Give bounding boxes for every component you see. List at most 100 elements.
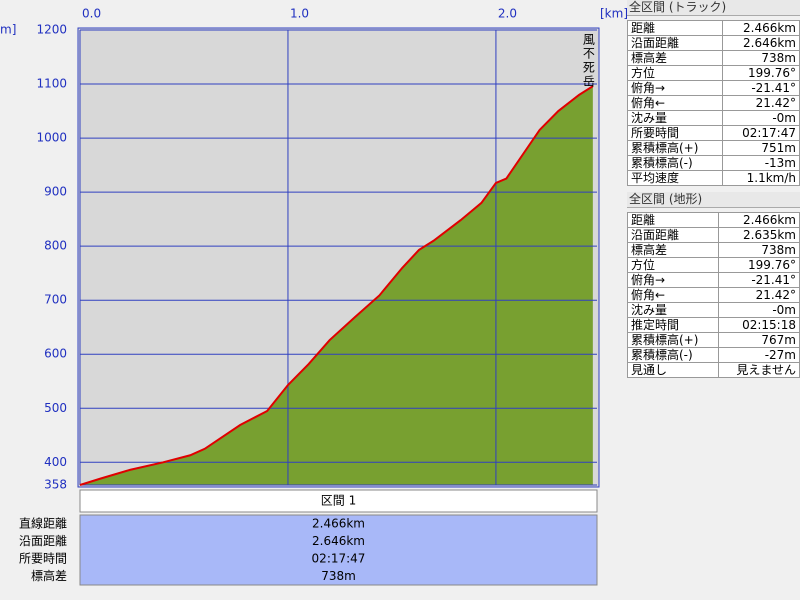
label: 推定時間 (627, 317, 719, 333)
value: 738m (717, 242, 800, 258)
row: 見通し 見えません (627, 362, 800, 378)
track-line (79, 85, 594, 486)
value: 751m (721, 140, 800, 156)
value: 738m (721, 50, 800, 66)
row: 俯角← 21.42° (627, 287, 800, 303)
y-tick-label: 500 (44, 401, 67, 415)
peak-label: 死 (583, 61, 595, 75)
summary-table: 距離 2.466km 沿面距離 2.646km 標高差 738m 方位 199.76° 俯角→ -… (627, 20, 800, 186)
y-tick-label: 1200 (36, 23, 67, 37)
label: 俯角← (627, 287, 719, 303)
row: 距離 2.466km (627, 20, 800, 36)
y-tick-label: 358 (44, 478, 67, 492)
row: 俯角→ -21.41° (627, 80, 800, 96)
row-label: 直線距離 (19, 516, 67, 531)
label: 沈み量 (627, 110, 723, 126)
terrain-summary: 全区間 (地形) 距離 2.466km 沿面距離 2.635km 標高差 738m 方位 19… (627, 192, 800, 378)
x-tick-label: 2.0 (498, 7, 517, 21)
x-tick-label: 1.0 (290, 7, 309, 21)
value: -0m (717, 302, 800, 318)
row: 方位 199.76° (627, 257, 800, 273)
row: 所要時間 02:17:47 (627, 125, 800, 141)
label: 平均速度 (627, 170, 723, 186)
peak-label: 岳 (583, 75, 595, 89)
terrain-area (80, 86, 593, 485)
label: 所要時間 (627, 125, 723, 141)
y-tick-label: 800 (44, 239, 67, 253)
row: 累積標高(-) -13m (627, 155, 800, 171)
x-tick-label: 0.0 (82, 7, 101, 21)
y-tick-label: 900 (44, 185, 67, 199)
panel-title: 全区間 (地形) (627, 192, 800, 208)
row: 標高差 738m (627, 50, 800, 66)
label: 累積標高(+) (627, 332, 719, 348)
row: 平均速度 1.1km/h (627, 170, 800, 186)
value: 2.466km (717, 212, 800, 228)
label: 沿面距離 (627, 35, 723, 51)
row: 累積標高(+) 767m (627, 332, 800, 348)
value: 767m (717, 332, 800, 348)
label: 標高差 (627, 50, 723, 66)
peak-label: 風 (583, 33, 595, 47)
value: 02:17:47 (721, 125, 800, 141)
label: 距離 (627, 20, 723, 36)
value: 2.466km (721, 20, 800, 36)
value: 2.635km (717, 227, 800, 243)
label: 見通し (627, 362, 719, 378)
y-tick-label: 1000 (36, 131, 67, 145)
label: 方位 (627, 65, 723, 81)
section-title: 区間 1 (321, 494, 356, 508)
label: 俯角→ (627, 272, 719, 288)
value: 02:15:18 (717, 317, 800, 333)
row: 俯角← 21.42° (627, 95, 800, 111)
value: -21.41° (721, 80, 800, 96)
row-value: 2.646km (312, 534, 365, 548)
row-label: 標高差 (31, 568, 67, 583)
row-value: 738m (321, 569, 356, 583)
row-value: 02:17:47 (312, 552, 366, 566)
value: 2.646km (721, 35, 800, 51)
label: 累積標高(+) (627, 140, 723, 156)
value: -0m (721, 110, 800, 126)
label: 沈み量 (627, 302, 719, 318)
row-label: 所要時間 (19, 552, 67, 566)
label: 俯角→ (627, 80, 723, 96)
row: 沈み量 -0m (627, 302, 800, 318)
profile-chart: 358 400 500 600 700 800 900 1000 1100 1200 0.0 1.0 2… (0, 7, 627, 586)
panel-title: 全区間 (トラック) (627, 0, 800, 16)
value: 1.1km/h (721, 170, 800, 186)
value: 21.42° (721, 95, 800, 111)
peak-label: 不 (583, 47, 595, 61)
row: 累積標高(+) 751m (627, 140, 800, 156)
y-tick-label: 600 (44, 347, 67, 361)
row: 俯角→ -21.41° (627, 272, 800, 288)
row: 方位 199.76° (627, 65, 800, 81)
y-tick-label: 400 (44, 455, 67, 469)
row-value: 2.466km (312, 517, 365, 531)
summary-table: 距離 2.466km 沿面距離 2.635km 標高差 738m 方位 199.76° 俯角→ -… (627, 212, 800, 378)
y-tick-label: 1100 (36, 77, 67, 91)
row: 標高差 738m (627, 242, 800, 258)
value: -13m (721, 155, 800, 171)
row: 推定時間 02:15:18 (627, 317, 800, 333)
section-body (79, 514, 598, 586)
label: 俯角← (627, 95, 723, 111)
value: -21.41° (717, 272, 800, 288)
row: 距離 2.466km (627, 212, 800, 228)
value: -27m (717, 347, 800, 363)
label: 累積標高(-) (627, 347, 719, 363)
label: 標高差 (627, 242, 719, 258)
label: 累積標高(-) (627, 155, 723, 171)
row: 累積標高(-) -27m (627, 347, 800, 363)
row: 沈み量 -0m (627, 110, 800, 126)
row-label: 沿面距離 (19, 534, 67, 548)
value: 199.76° (717, 257, 800, 273)
value: 199.76° (721, 65, 800, 81)
y-unit: m] (0, 23, 16, 37)
row: 沿面距離 2.635km (627, 227, 800, 243)
x-unit: [km] (600, 7, 627, 21)
value: 21.42° (717, 287, 800, 303)
label: 沿面距離 (627, 227, 719, 243)
row: 沿面距離 2.646km (627, 35, 800, 51)
